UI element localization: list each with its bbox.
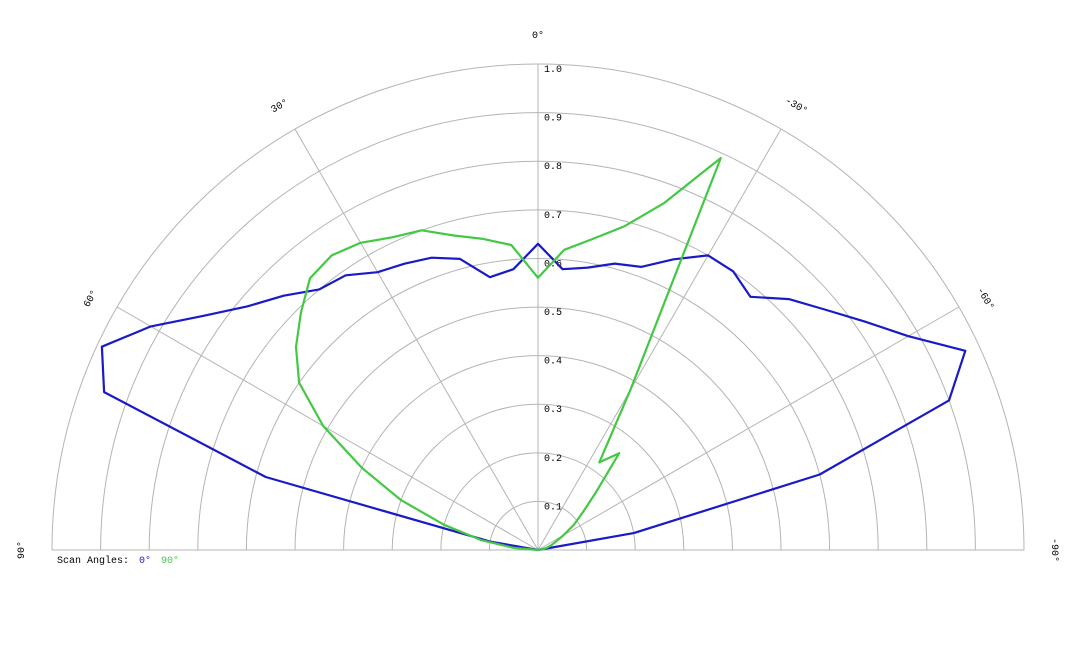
r-tick-label: 0.2 — [544, 454, 562, 465]
theta-tick-label: -30° — [783, 95, 810, 117]
r-tick-label: 0.3 — [544, 405, 562, 416]
r-tick-label: 0.9 — [544, 114, 562, 125]
theta-tick-label: -90° — [1048, 538, 1060, 562]
theta-tick-label: 90° — [16, 541, 28, 559]
series-line — [100, 242, 967, 552]
spoke — [116, 306, 539, 551]
theta-tick-label: 30° — [269, 97, 291, 116]
legend-title: Scan Angles: — [57, 555, 129, 567]
r-tick-label: 0.7 — [544, 211, 562, 222]
r-tick-label: 0.1 — [544, 502, 562, 513]
r-tick-label: 0.5 — [544, 308, 562, 319]
theta-tick-label: 0° — [532, 30, 544, 42]
r-tick-label: 0.6 — [544, 259, 562, 270]
r-tick-label: 0.8 — [544, 162, 562, 173]
r-tick-label: 0.4 — [544, 357, 562, 368]
series-line — [294, 156, 722, 552]
spoke — [537, 306, 960, 551]
theta-tick-label: 60° — [81, 288, 100, 310]
r-tick-label: 1.0 — [544, 65, 562, 76]
spoke — [537, 128, 782, 551]
legend: Scan Angles: 0° 90° — [57, 555, 179, 567]
theta-tick-label: -60° — [974, 286, 996, 313]
legend-entry: 90° — [161, 555, 179, 567]
legend-entry: 0° — [139, 555, 151, 567]
spoke — [294, 128, 539, 551]
